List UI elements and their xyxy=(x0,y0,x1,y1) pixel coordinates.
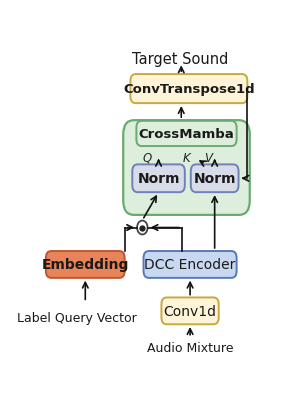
FancyBboxPatch shape xyxy=(144,252,237,278)
Text: Q: Q xyxy=(143,151,152,164)
Text: ConvTranspose1d: ConvTranspose1d xyxy=(123,83,255,96)
Text: Norm: Norm xyxy=(137,172,180,186)
FancyBboxPatch shape xyxy=(132,165,185,193)
FancyBboxPatch shape xyxy=(191,165,238,193)
Text: Norm: Norm xyxy=(193,172,236,186)
Text: CrossMamba: CrossMamba xyxy=(139,128,234,141)
FancyBboxPatch shape xyxy=(123,121,250,216)
Text: DCC Encoder: DCC Encoder xyxy=(144,258,236,272)
Text: V: V xyxy=(205,151,213,164)
Circle shape xyxy=(137,221,148,235)
Text: Embedding: Embedding xyxy=(42,258,129,272)
FancyBboxPatch shape xyxy=(130,75,247,104)
Text: Label Query Vector: Label Query Vector xyxy=(17,311,136,324)
Text: Conv1d: Conv1d xyxy=(164,304,217,318)
FancyBboxPatch shape xyxy=(161,298,219,324)
Text: K: K xyxy=(183,151,191,164)
Text: Target Sound: Target Sound xyxy=(132,52,229,67)
FancyBboxPatch shape xyxy=(136,121,237,147)
FancyBboxPatch shape xyxy=(46,252,125,278)
Text: Audio Mixture: Audio Mixture xyxy=(147,341,233,354)
